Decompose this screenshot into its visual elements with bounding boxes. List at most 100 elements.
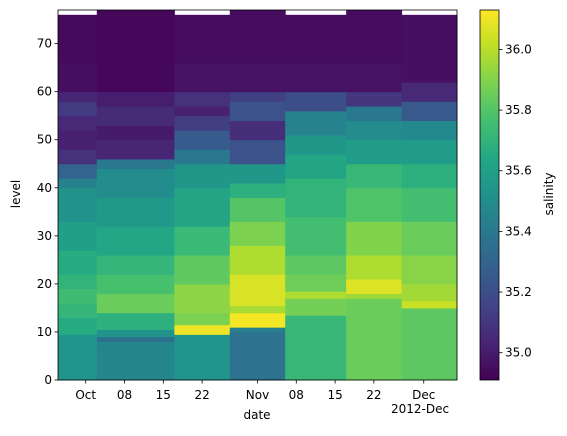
heatmap-cell [229,312,286,328]
heatmap-cell [346,91,403,107]
heatmap-cell [229,101,286,122]
heatmap-cell [58,303,98,319]
y-tick-label: 20 [37,277,52,291]
heatmap-cell [96,158,175,170]
heatmap-cell [229,221,286,246]
y-tick-label: 70 [37,37,52,51]
heatmap-cell [174,283,231,314]
heatmap-cell [346,139,403,165]
y-tick-label: 10 [37,325,52,339]
heatmap-cell [96,293,175,314]
heatmap-cell [401,300,458,309]
heatmap-cell [174,163,231,189]
heatmap-cell [174,324,231,335]
x-tick-label: Oct [75,388,96,402]
heatmap-cell [285,154,347,179]
heatmap-cell [401,139,458,165]
heatmap-cell [285,216,347,256]
heatmap-cell [96,125,175,141]
heatmap-cell [96,274,175,295]
heatmap-cell [174,91,231,107]
heatmap-cell [58,187,98,222]
x-tick-label: 15 [327,388,342,402]
heatmap-cell [285,255,347,275]
colorbar-tick-label: 35.6 [505,164,532,178]
colorbar-label: salinity [542,172,556,215]
heatmap-cell [58,101,98,117]
heatmap-cell [174,255,231,285]
heatmap-cell [285,62,347,93]
heatmap-cell [285,291,347,299]
heatmap-cell [229,305,286,314]
heatmap-cell [401,283,458,302]
heatmap-cell [174,106,231,117]
x-tick-label: Dec [412,388,435,402]
heatmap-cell [401,187,458,222]
y-tick-label: 50 [37,133,52,147]
heatmap-cell [58,334,98,381]
colorbar: 35.0 35.2 35.4 35.6 35.8 36.0 [479,9,532,381]
heatmap-cell [229,163,286,184]
heatmap-cell [229,327,286,333]
heatmap-cell [346,62,403,93]
heatmap-cell [401,221,458,256]
heatmap-cell [174,130,231,150]
colorbar-gradient [479,9,500,381]
heatmap-cell [58,14,98,64]
heatmap-cell [174,334,231,381]
x-tick-label: 22 [366,388,381,402]
heatmap-cell [58,250,98,275]
y-tick-label: 0 [44,373,52,387]
y-tick-label: 60 [37,85,52,99]
heatmap-cell [174,312,231,326]
heatmap-cell [96,255,175,275]
heatmap-cell [285,315,347,381]
x-axis-label: date [243,408,270,422]
heatmap-cell [58,130,98,150]
heatmap-cell [346,221,403,256]
heatmap-cell [96,329,175,338]
heatmap-cell [174,149,231,165]
heatmap-cell [346,279,403,295]
y-tick-label: 40 [37,181,52,195]
heatmap-cell [285,274,347,292]
heatmap-cell [346,187,403,222]
heatmap-cell [346,293,403,299]
heatmap-cell [58,317,98,335]
heatmap-cell [229,274,286,307]
heatmap-cell [285,298,347,316]
heatmap-cell [58,178,98,189]
heatmap-cell [285,110,347,136]
heatmap-cell [401,14,458,83]
heatmap-cell [229,10,286,64]
heatmap-cell [229,182,286,198]
heatmap-cell [58,288,98,304]
colorbar-tick-label: 35.2 [505,285,532,299]
x-offset-label: 2012-Dec [391,402,449,416]
heatmap-cell [229,245,286,275]
heatmap-cell [346,120,403,141]
heatmap-cell [346,106,403,122]
heatmap-cell [58,163,98,179]
colorbar-tick-label: 36.0 [505,42,532,56]
heatmap-cell [285,14,347,64]
heatmap-cell [401,163,458,189]
heatmap-cell [96,197,175,227]
heatmap-cell [346,163,403,189]
axes: 0 10 20 30 40 50 60 70 Oct 08 15 22 Nov 08 15 22 Dec [37,9,458,402]
heatmap-cell [174,226,231,256]
plot-area [58,10,458,381]
heatmap-cell [96,226,175,256]
y-axis-label: level [9,180,23,209]
heatmap-cell [58,274,98,290]
heatmap-cell [229,331,286,381]
x-tick-label: Nov [246,388,269,402]
heatmap-cell [401,101,458,122]
heatmap-cell [346,255,403,280]
heatmap-cell [58,91,98,102]
heatmap-cell [229,197,286,222]
heatmap-cell [96,10,175,93]
heatmap-cell [401,255,458,285]
